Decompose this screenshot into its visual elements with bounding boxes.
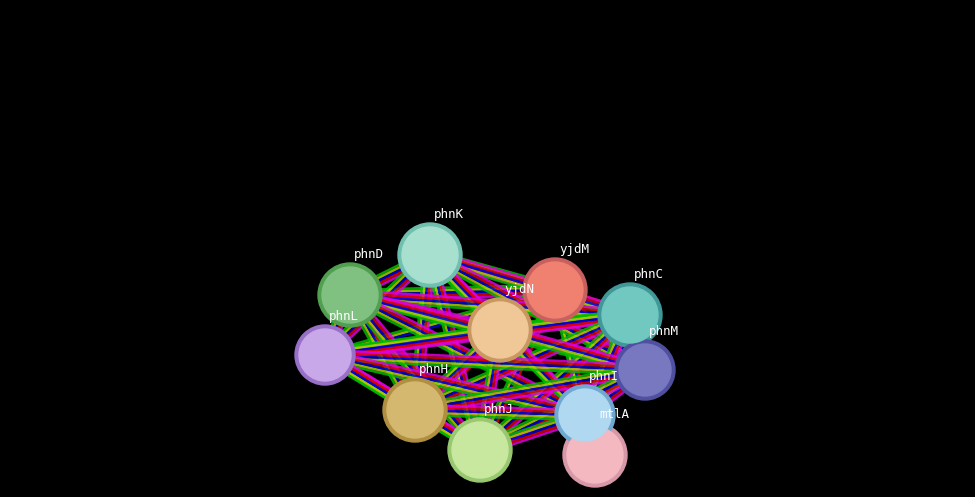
- Circle shape: [452, 422, 508, 478]
- Circle shape: [559, 389, 611, 441]
- Circle shape: [318, 263, 382, 327]
- Circle shape: [555, 385, 615, 445]
- Circle shape: [299, 329, 351, 381]
- Text: phnC: phnC: [634, 268, 664, 281]
- Text: phnH: phnH: [419, 363, 449, 376]
- Circle shape: [598, 283, 662, 347]
- Text: phnI: phnI: [589, 370, 619, 383]
- Circle shape: [398, 223, 462, 287]
- Circle shape: [448, 418, 512, 482]
- Text: yjdN: yjdN: [504, 283, 534, 296]
- Circle shape: [567, 427, 623, 483]
- Text: phnJ: phnJ: [484, 403, 514, 416]
- Circle shape: [523, 258, 587, 322]
- Circle shape: [387, 382, 443, 438]
- Circle shape: [619, 344, 671, 396]
- Text: yjdM: yjdM: [559, 243, 589, 256]
- Circle shape: [402, 227, 458, 283]
- Circle shape: [615, 340, 675, 400]
- Circle shape: [602, 287, 658, 343]
- Circle shape: [527, 262, 583, 318]
- Circle shape: [563, 423, 627, 487]
- Circle shape: [295, 325, 355, 385]
- Text: phnL: phnL: [329, 310, 359, 323]
- Text: mtlA: mtlA: [599, 408, 629, 421]
- Circle shape: [322, 267, 378, 323]
- Circle shape: [383, 378, 447, 442]
- Text: phnK: phnK: [434, 208, 464, 221]
- Circle shape: [472, 302, 528, 358]
- Text: phnM: phnM: [649, 325, 679, 338]
- Text: phnD: phnD: [354, 248, 384, 261]
- Circle shape: [468, 298, 532, 362]
